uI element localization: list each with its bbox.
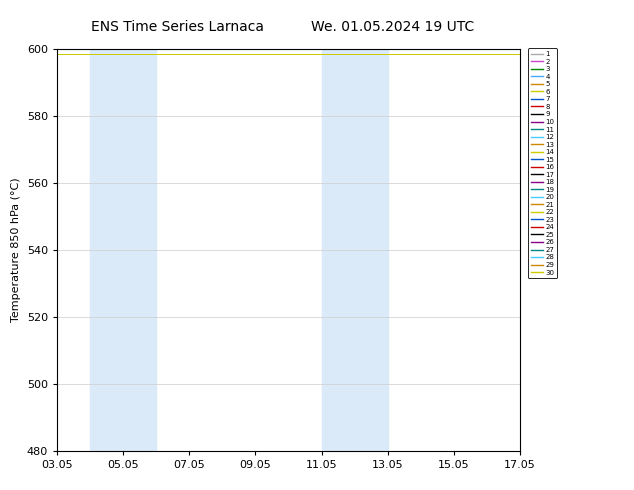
Bar (321, 49, 387, 451)
Bar (90, 49, 156, 451)
Y-axis label: Temperature 850 hPa (°C): Temperature 850 hPa (°C) (11, 177, 21, 322)
Legend: 1, 2, 3, 4, 5, 6, 7, 8, 9, 10, 11, 12, 13, 14, 15, 16, 17, 18, 19, 20, 21, 22, 2: 1, 2, 3, 4, 5, 6, 7, 8, 9, 10, 11, 12, 1… (528, 49, 557, 278)
Text: We. 01.05.2024 19 UTC: We. 01.05.2024 19 UTC (311, 20, 475, 34)
Text: ENS Time Series Larnaca: ENS Time Series Larnaca (91, 20, 264, 34)
